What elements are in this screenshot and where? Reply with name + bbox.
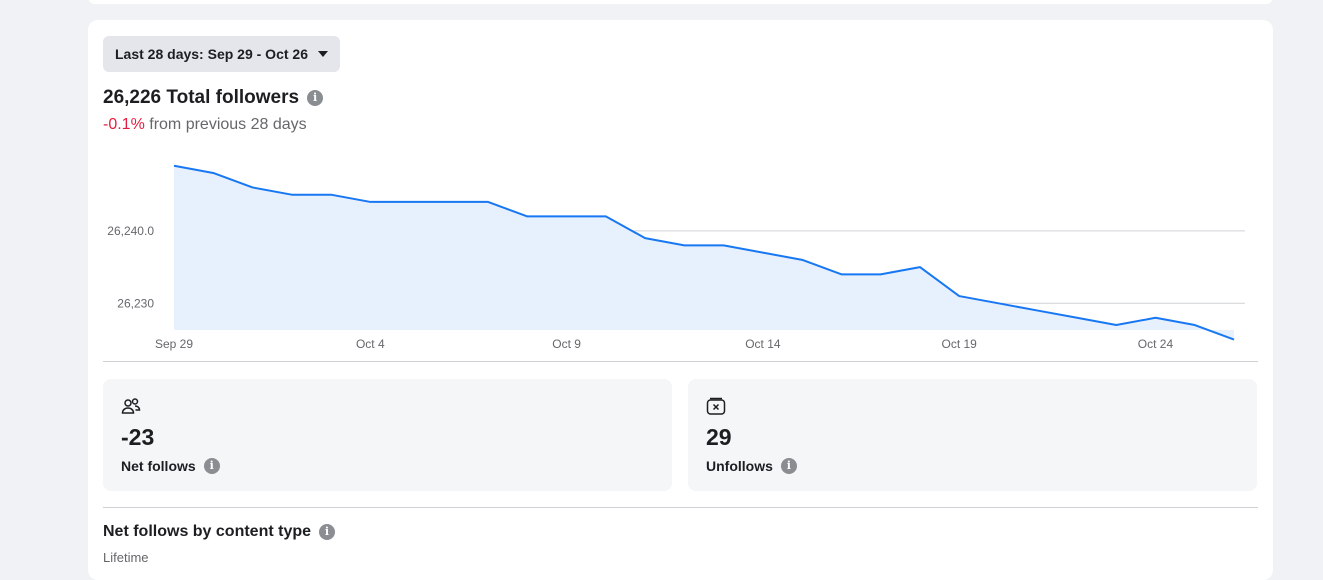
total-followers-label: 26,226 Total followers [103, 87, 300, 108]
x-tick-label: Oct 24 [1138, 337, 1174, 351]
followers-change: -0.1% from previous 28 days [103, 116, 307, 134]
content-type-heading: Net follows by content type i [103, 523, 336, 541]
x-tick-label: Oct 9 [552, 337, 581, 351]
followers-series-line [173, 164, 1235, 341]
divider [103, 361, 1258, 362]
info-icon[interactable]: i [307, 90, 324, 106]
followers-line-chart: 26,240.0 26,230 Sep 29 Oct 4 Oct 9 Oct 14 Oct … [107, 164, 1245, 351]
x-tick-label: Oct 14 [745, 337, 781, 351]
y-tick-label: 26,240.0 [107, 224, 154, 238]
info-icon[interactable]: i [780, 458, 797, 474]
net-follows-card: -23 Net follows i [103, 379, 672, 491]
unfollows-card: 29 Unfollows i [688, 379, 1257, 491]
net-follows-label: Net follows [121, 458, 196, 474]
y-tick-label: 26,230 [117, 296, 154, 310]
unfollow-box-icon [706, 397, 726, 420]
unfollows-value: 29 [706, 424, 732, 450]
net-follows-value: -23 [121, 424, 155, 450]
divider [103, 507, 1258, 508]
previous-card [88, 0, 1273, 4]
date-range-label: Last 28 days: Sep 29 - Oct 26 [115, 46, 308, 62]
unfollows-label: Unfollows [706, 458, 773, 474]
area-fill [174, 165, 1234, 340]
x-tick-label: Oct 19 [942, 337, 978, 351]
date-range-dropdown[interactable]: Last 28 days: Sep 29 - Oct 26 [103, 36, 340, 72]
change-percent: -0.1% [103, 116, 145, 133]
total-followers-heading: 26,226 Total followers i [103, 87, 324, 109]
net-follows-label-row: Net follows i [121, 458, 220, 474]
caret-down-icon [317, 51, 328, 57]
change-suffix: from previous 28 days [149, 116, 307, 133]
unfollows-label-row: Unfollows i [706, 458, 797, 474]
content-type-title: Net follows by content type [103, 523, 312, 540]
info-icon[interactable]: i [203, 458, 220, 474]
x-tick-label: Sep 29 [155, 337, 193, 351]
x-tick-label: Oct 4 [356, 337, 385, 351]
info-icon[interactable]: i [319, 524, 336, 540]
people-icon [121, 397, 141, 420]
followers-card: Last 28 days: Sep 29 - Oct 26 26,226 Tot… [88, 20, 1273, 580]
